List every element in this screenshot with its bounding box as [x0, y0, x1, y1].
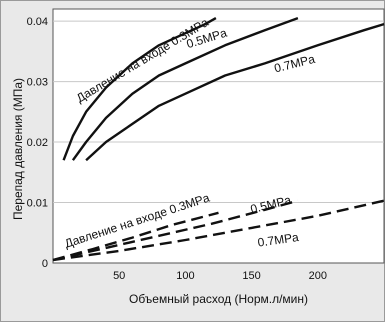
x-tick-label: 50: [113, 270, 125, 282]
y-tick-label: 0.01: [27, 198, 48, 210]
series-line-05mpa-solid: [71, 16, 299, 161]
y-tick-label: 0.04: [27, 16, 48, 28]
x-tick-label: 200: [309, 270, 327, 282]
series-line-03mpa-solid: [62, 17, 217, 161]
y-tick-label: 0.02: [27, 137, 48, 149]
plot-area: [52, 8, 385, 264]
series-line-05mpa-dashed: [52, 199, 299, 262]
x-axis-label: Объемный расход (Норм.л/мин): [129, 292, 308, 306]
series-line-07mpa-dashed: [52, 199, 385, 262]
y-tick-label: 0: [42, 258, 48, 270]
x-tick-label: 100: [176, 270, 194, 282]
x-tick-label: 150: [242, 270, 260, 282]
y-tick-label: 0.03: [27, 77, 48, 89]
series-line-07mpa-solid: [85, 22, 385, 162]
series-annotation: 0.7MPa: [257, 230, 300, 250]
y-axis-label: Перепад давления (МПа): [11, 78, 25, 220]
